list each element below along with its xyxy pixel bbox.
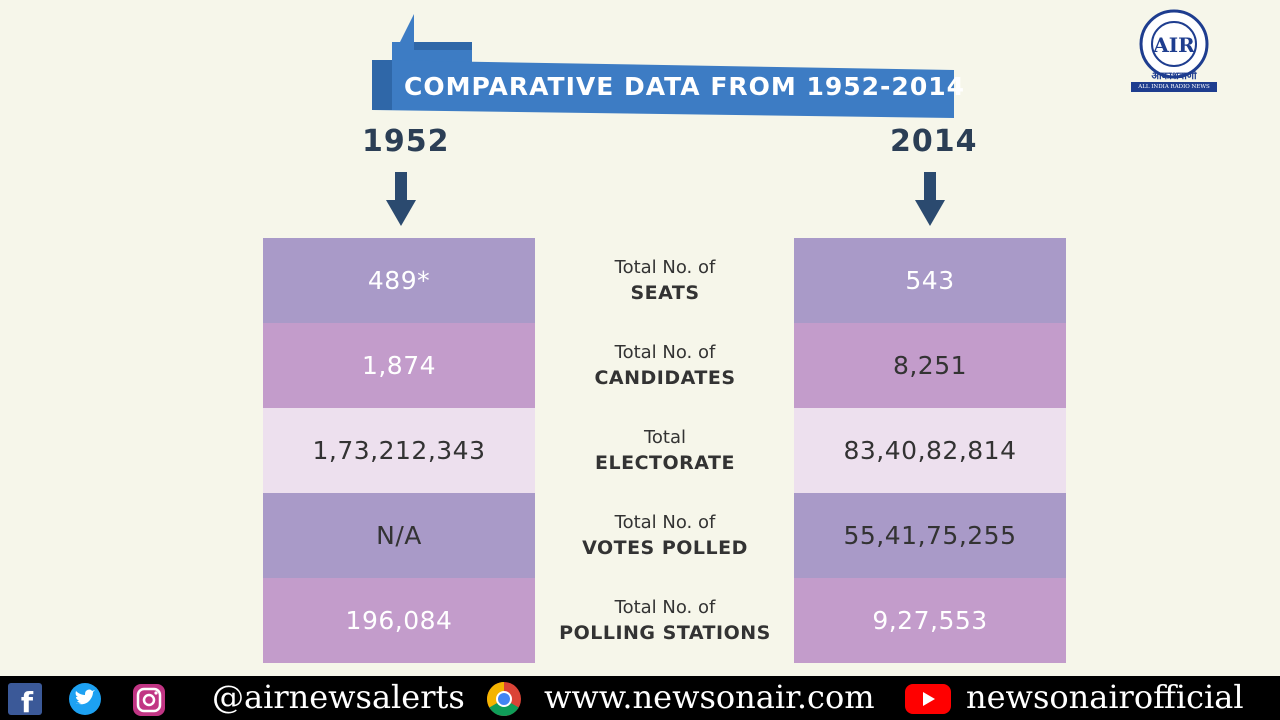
twitter-handle[interactable]: @airnewsalerts bbox=[212, 678, 465, 716]
svg-text:f: f bbox=[21, 686, 34, 715]
row-label: Total ELECTORATE bbox=[595, 426, 735, 474]
value-1952-electorate: 1,73,212,343 bbox=[263, 408, 535, 493]
footer-bar: f @airnewsalerts www.newsonair.com newso… bbox=[0, 676, 1280, 720]
value-1952-votes-polled: N/A bbox=[263, 493, 535, 578]
chrome-icon[interactable] bbox=[485, 681, 523, 717]
page-title: COMPARATIVE DATA FROM 1952-2014 bbox=[404, 72, 966, 101]
value-2014-polling-stations: 9,27,553 bbox=[794, 578, 1066, 663]
row-label: Total No. of VOTES POLLED bbox=[582, 511, 748, 559]
column-2014: 543 8,251 83,40,82,814 55,41,75,255 9,27… bbox=[794, 238, 1066, 663]
row-label: Total No. of CANDIDATES bbox=[594, 341, 736, 389]
row-label: Total No. of SEATS bbox=[614, 256, 716, 304]
column-1952: 489* 1,874 1,73,212,343 N/A 196,084 bbox=[263, 238, 535, 663]
value-2014-candidates: 8,251 bbox=[794, 323, 1066, 408]
logo-hindi-text: आकाशवाणी bbox=[1151, 71, 1197, 82]
arrow-down-icon bbox=[915, 172, 945, 226]
youtube-channel[interactable]: newsonairofficial bbox=[966, 678, 1244, 716]
website-link[interactable]: www.newsonair.com bbox=[544, 678, 875, 716]
svg-text:AIR: AIR bbox=[1152, 33, 1195, 57]
instagram-icon[interactable] bbox=[132, 683, 166, 717]
row-label: Total No. of POLLING STATIONS bbox=[559, 596, 771, 644]
logo-tagline: ALL INDIA RADIO NEWS bbox=[1131, 82, 1217, 92]
arrow-down-icon bbox=[386, 172, 416, 226]
row-labels: Total No. of SEATS Total No. of CANDIDAT… bbox=[540, 238, 790, 663]
twitter-icon[interactable] bbox=[66, 683, 104, 715]
year-1952-heading: 1952 bbox=[362, 124, 450, 159]
value-1952-candidates: 1,874 bbox=[263, 323, 535, 408]
year-2014-heading: 2014 bbox=[890, 124, 978, 159]
facebook-icon[interactable]: f bbox=[8, 683, 42, 715]
youtube-icon[interactable] bbox=[905, 684, 951, 714]
value-1952-polling-stations: 196,084 bbox=[263, 578, 535, 663]
air-logo: AIR bbox=[1139, 9, 1209, 79]
value-2014-seats: 543 bbox=[794, 238, 1066, 323]
value-1952-seats: 489* bbox=[263, 238, 535, 323]
banner-flag-icon bbox=[392, 14, 472, 62]
value-2014-votes-polled: 55,41,75,255 bbox=[794, 493, 1066, 578]
title-banner: COMPARATIVE DATA FROM 1952-2014 bbox=[372, 58, 966, 118]
value-2014-electorate: 83,40,82,814 bbox=[794, 408, 1066, 493]
